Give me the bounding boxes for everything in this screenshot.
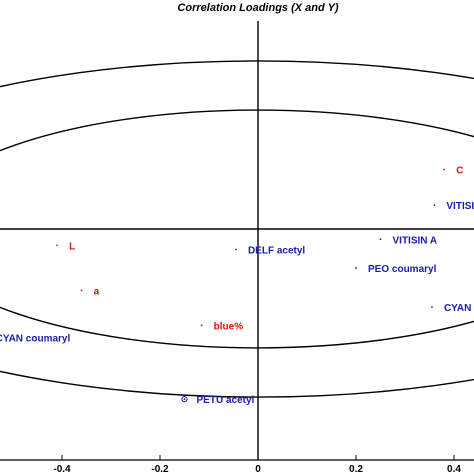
loading-point-label: blue% [214, 321, 244, 332]
loading-point [80, 289, 83, 292]
loading-point-label: VITISI [446, 201, 474, 212]
chart-title: Correlation Loadings (X and Y) [177, 2, 339, 14]
loading-point-label: CYAN coumaryl [0, 334, 70, 345]
loading-point [355, 267, 357, 269]
x-tick-label: -0.4 [53, 464, 71, 474]
x-tick-label: 0.2 [349, 464, 363, 474]
loading-point-label: C [456, 166, 463, 177]
loading-point-label: PETU acetyl [197, 395, 255, 406]
loading-point [200, 324, 203, 327]
loading-point-label: CYAN [444, 303, 471, 314]
x-tick-label: 0 [255, 464, 261, 474]
x-tick-label: -0.2 [151, 464, 169, 474]
loading-point-label: L [69, 241, 75, 252]
loading-point [431, 306, 433, 308]
loading-point-label: VITISIN A [393, 235, 438, 246]
loading-point [235, 248, 237, 251]
x-axis-ticks: -0.4 -0.2 0 0.2 0.4 [53, 455, 461, 474]
loading-point-label: PEO coumaryl [368, 264, 437, 275]
loading-point [443, 168, 446, 171]
loading-point-marker-ring [181, 396, 188, 403]
loading-point [56, 244, 58, 247]
loading-point [183, 398, 186, 401]
loading-point-label: a [94, 287, 100, 298]
loading-point [433, 204, 436, 207]
x-tick-label: 0.4 [447, 464, 461, 474]
loading-point [379, 238, 382, 241]
loading-point-label: DELF acetyl [248, 246, 305, 257]
loading-points: C La blue% VITISI VITISIN A DELF acetyl PEO co… [0, 166, 474, 407]
